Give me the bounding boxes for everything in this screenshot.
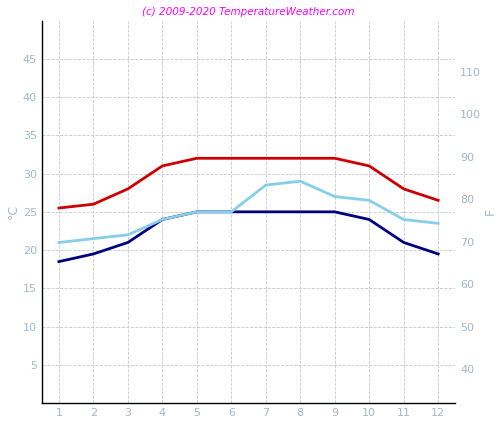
Y-axis label: °C: °C — [7, 204, 20, 219]
Title: (c) 2009-2020 TemperatureWeather.com: (c) 2009-2020 TemperatureWeather.com — [142, 7, 355, 17]
Y-axis label: F: F — [484, 208, 497, 215]
